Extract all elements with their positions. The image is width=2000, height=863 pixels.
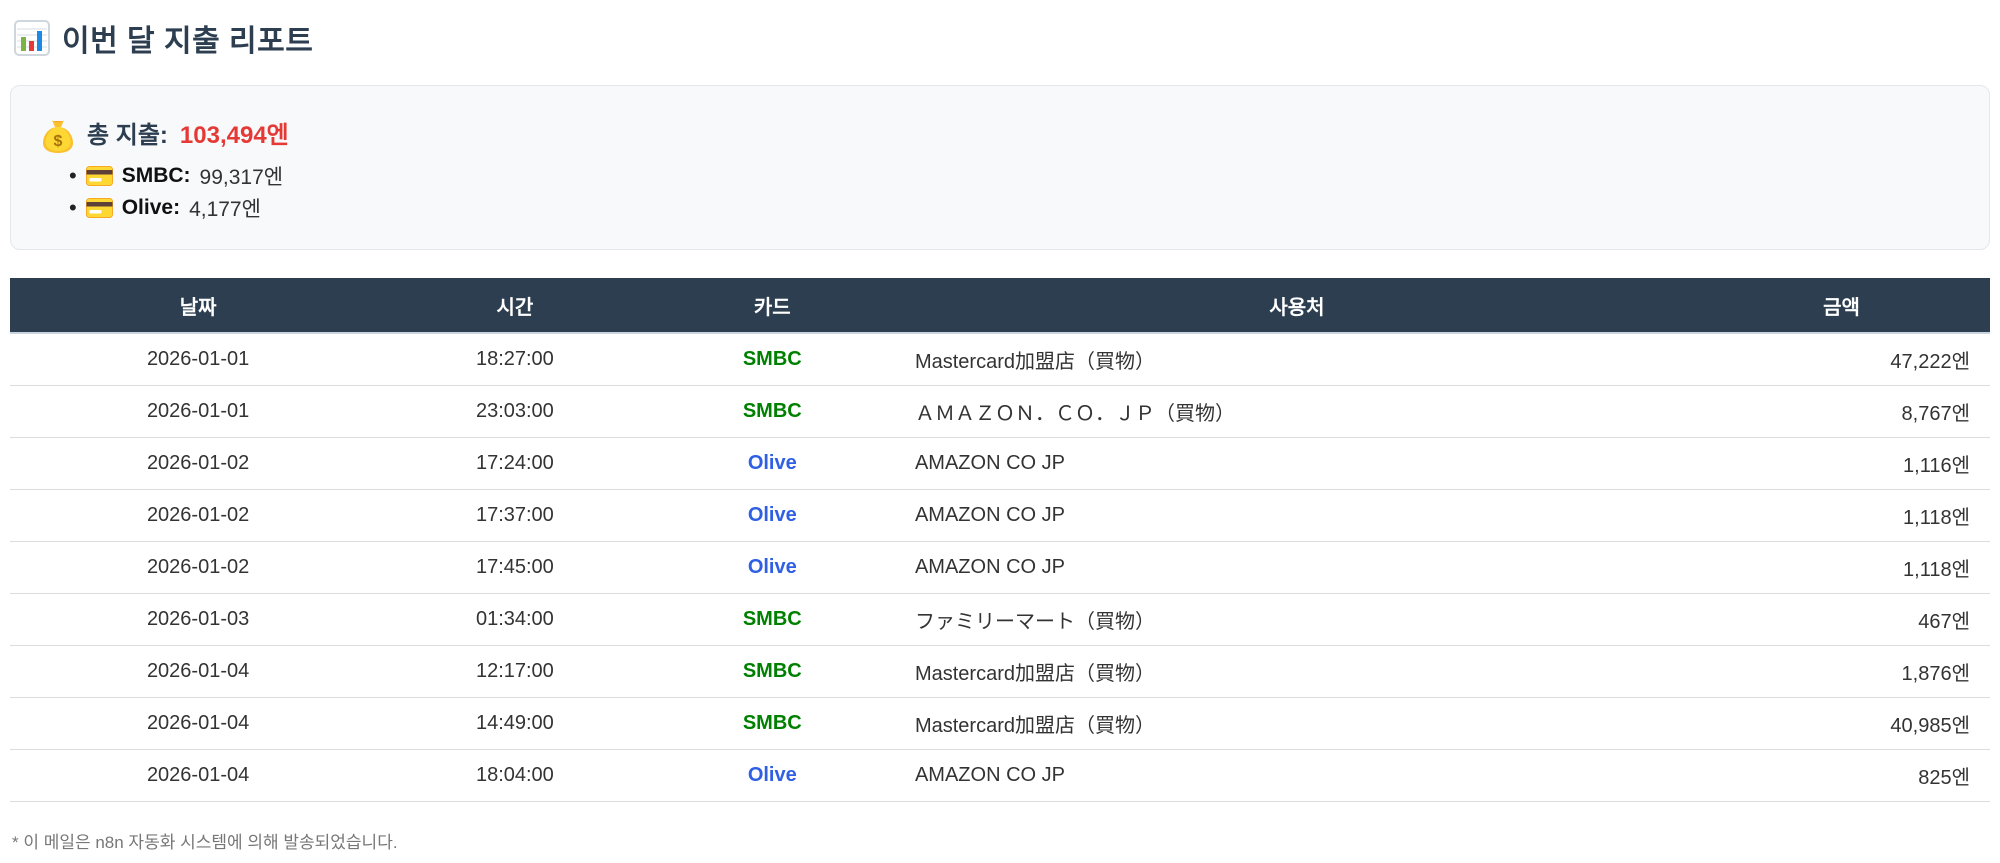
card-name: Olive: bbox=[121, 196, 181, 219]
cell-time: 17:37:00 bbox=[386, 489, 644, 542]
cell-date: 2026-01-01 bbox=[10, 385, 387, 438]
cell-time: 23:03:00 bbox=[386, 385, 644, 438]
card-summary-list: • SMBC: 99,317엔 • Olive: 4,177엔 bbox=[41, 160, 1959, 224]
table-header: 날짜 시간 카드 사용처 금액 bbox=[10, 278, 1990, 334]
cell-card: SMBC bbox=[643, 593, 901, 646]
header-card: 카드 bbox=[643, 278, 901, 334]
card-summary-item-smbc: • SMBC: 99,317엔 bbox=[69, 160, 1959, 192]
cell-time: 17:24:00 bbox=[386, 437, 644, 490]
card-name: SMBC: bbox=[121, 164, 191, 187]
cell-time: 18:04:00 bbox=[386, 749, 644, 802]
page-title: 이번 달 지출 리포트 bbox=[62, 25, 314, 58]
page-title-row: 이번 달 지출 리포트 bbox=[14, 16, 1990, 60]
cell-time: 18:27:00 bbox=[386, 333, 644, 386]
total-spending-line: $ 총 지출: 103,494엔 bbox=[41, 116, 1959, 156]
header-amount: 금액 bbox=[1692, 278, 1990, 334]
cell-card: SMBC bbox=[643, 333, 901, 386]
cell-date: 2026-01-01 bbox=[10, 333, 387, 386]
cell-amount: 8,767엔 bbox=[1692, 385, 1990, 438]
card-amount: 4,177엔 bbox=[189, 198, 261, 221]
list-bullet: • bbox=[69, 195, 77, 220]
cell-amount: 40,985엔 bbox=[1692, 697, 1990, 750]
cell-card: SMBC bbox=[643, 645, 901, 698]
table-row: 2026-01-01 18:27:00 SMBC Mastercard加盟店（買… bbox=[10, 333, 1990, 386]
money-bag-icon: $ bbox=[43, 120, 73, 153]
report-page: 이번 달 지출 리포트 $ 총 지출: 103,494엔 • bbox=[0, 16, 2000, 853]
cell-card: Olive bbox=[643, 749, 901, 802]
cell-time: 17:45:00 bbox=[386, 541, 644, 594]
cell-merchant: AMAZON CO JP bbox=[900, 489, 1693, 542]
cell-date: 2026-01-02 bbox=[10, 541, 387, 594]
cell-time: 14:49:00 bbox=[386, 697, 644, 750]
table-row: 2026-01-02 17:45:00 Olive AMAZON CO JP 1… bbox=[10, 541, 1990, 594]
summary-box: $ 총 지출: 103,494엔 • SMBC: 99,317엔 • bbox=[10, 85, 1990, 250]
transactions-table: 날짜 시간 카드 사용처 금액 2026-01-01 18:27:00 SMBC… bbox=[10, 278, 1990, 802]
cell-amount: 1,876엔 bbox=[1692, 645, 1990, 698]
table-row: 2026-01-04 12:17:00 SMBC Mastercard加盟店（買… bbox=[10, 645, 1990, 698]
credit-card-icon bbox=[85, 198, 113, 218]
table-row: 2026-01-03 01:34:00 SMBC ファミリーマート（買物） 46… bbox=[10, 593, 1990, 646]
bar-chart-icon bbox=[14, 20, 50, 56]
cell-date: 2026-01-02 bbox=[10, 437, 387, 490]
cell-time: 01:34:00 bbox=[386, 593, 644, 646]
cell-amount: 467엔 bbox=[1692, 593, 1990, 646]
footer-note: * 이 메일은 n8n 자동화 시스템에 의해 발송되었습니다. bbox=[12, 832, 398, 852]
table-row: 2026-01-02 17:24:00 Olive AMAZON CO JP 1… bbox=[10, 437, 1990, 490]
total-label: 총 지출: bbox=[87, 122, 168, 149]
table-row: 2026-01-01 23:03:00 SMBC ＡＭＡＺＯＮ．ＣＯ．ＪＰ（買物… bbox=[10, 385, 1990, 438]
cell-merchant: Mastercard加盟店（買物） bbox=[900, 333, 1693, 386]
cell-date: 2026-01-04 bbox=[10, 749, 387, 802]
svg-text:$: $ bbox=[54, 133, 63, 150]
table-row: 2026-01-02 17:37:00 Olive AMAZON CO JP 1… bbox=[10, 489, 1990, 542]
table-row: 2026-01-04 14:49:00 SMBC Mastercard加盟店（買… bbox=[10, 697, 1990, 750]
credit-card-icon bbox=[85, 166, 113, 186]
cell-card: SMBC bbox=[643, 385, 901, 438]
cell-card: Olive bbox=[643, 489, 901, 542]
cell-date: 2026-01-03 bbox=[10, 593, 387, 646]
cell-amount: 825엔 bbox=[1692, 749, 1990, 802]
cell-time: 12:17:00 bbox=[386, 645, 644, 698]
cell-date: 2026-01-04 bbox=[10, 645, 387, 698]
header-time: 시간 bbox=[386, 278, 644, 334]
header-date: 날짜 bbox=[10, 278, 387, 334]
cell-card: Olive bbox=[643, 437, 901, 490]
table-row: 2026-01-04 18:04:00 Olive AMAZON CO JP 8… bbox=[10, 749, 1990, 802]
cell-card: Olive bbox=[643, 541, 901, 594]
card-summary-item-olive: • Olive: 4,177엔 bbox=[69, 192, 1959, 224]
cell-amount: 1,118엔 bbox=[1692, 541, 1990, 594]
cell-merchant: AMAZON CO JP bbox=[900, 749, 1693, 802]
cell-card: SMBC bbox=[643, 697, 901, 750]
cell-merchant: AMAZON CO JP bbox=[900, 437, 1693, 490]
cell-date: 2026-01-04 bbox=[10, 697, 387, 750]
total-value: 103,494엔 bbox=[179, 122, 289, 149]
cell-merchant: AMAZON CO JP bbox=[900, 541, 1693, 594]
cell-amount: 47,222엔 bbox=[1692, 333, 1990, 386]
cell-amount: 1,116엔 bbox=[1692, 437, 1990, 490]
cell-date: 2026-01-02 bbox=[10, 489, 387, 542]
cell-merchant: Mastercard加盟店（買物） bbox=[900, 645, 1693, 698]
header-merchant: 사용처 bbox=[900, 278, 1693, 334]
cell-amount: 1,118엔 bbox=[1692, 489, 1990, 542]
transactions-body: 2026-01-01 18:27:00 SMBC Mastercard加盟店（買… bbox=[10, 333, 1990, 802]
list-bullet: • bbox=[69, 163, 77, 188]
cell-merchant: Mastercard加盟店（買物） bbox=[900, 697, 1693, 750]
cell-merchant: ＡＭＡＺＯＮ．ＣＯ．ＪＰ（買物） bbox=[900, 385, 1693, 438]
card-amount: 99,317엔 bbox=[199, 166, 284, 189]
cell-merchant: ファミリーマート（買物） bbox=[900, 593, 1693, 646]
